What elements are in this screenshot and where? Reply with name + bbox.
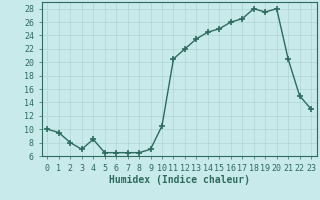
X-axis label: Humidex (Indice chaleur): Humidex (Indice chaleur) [109,175,250,185]
